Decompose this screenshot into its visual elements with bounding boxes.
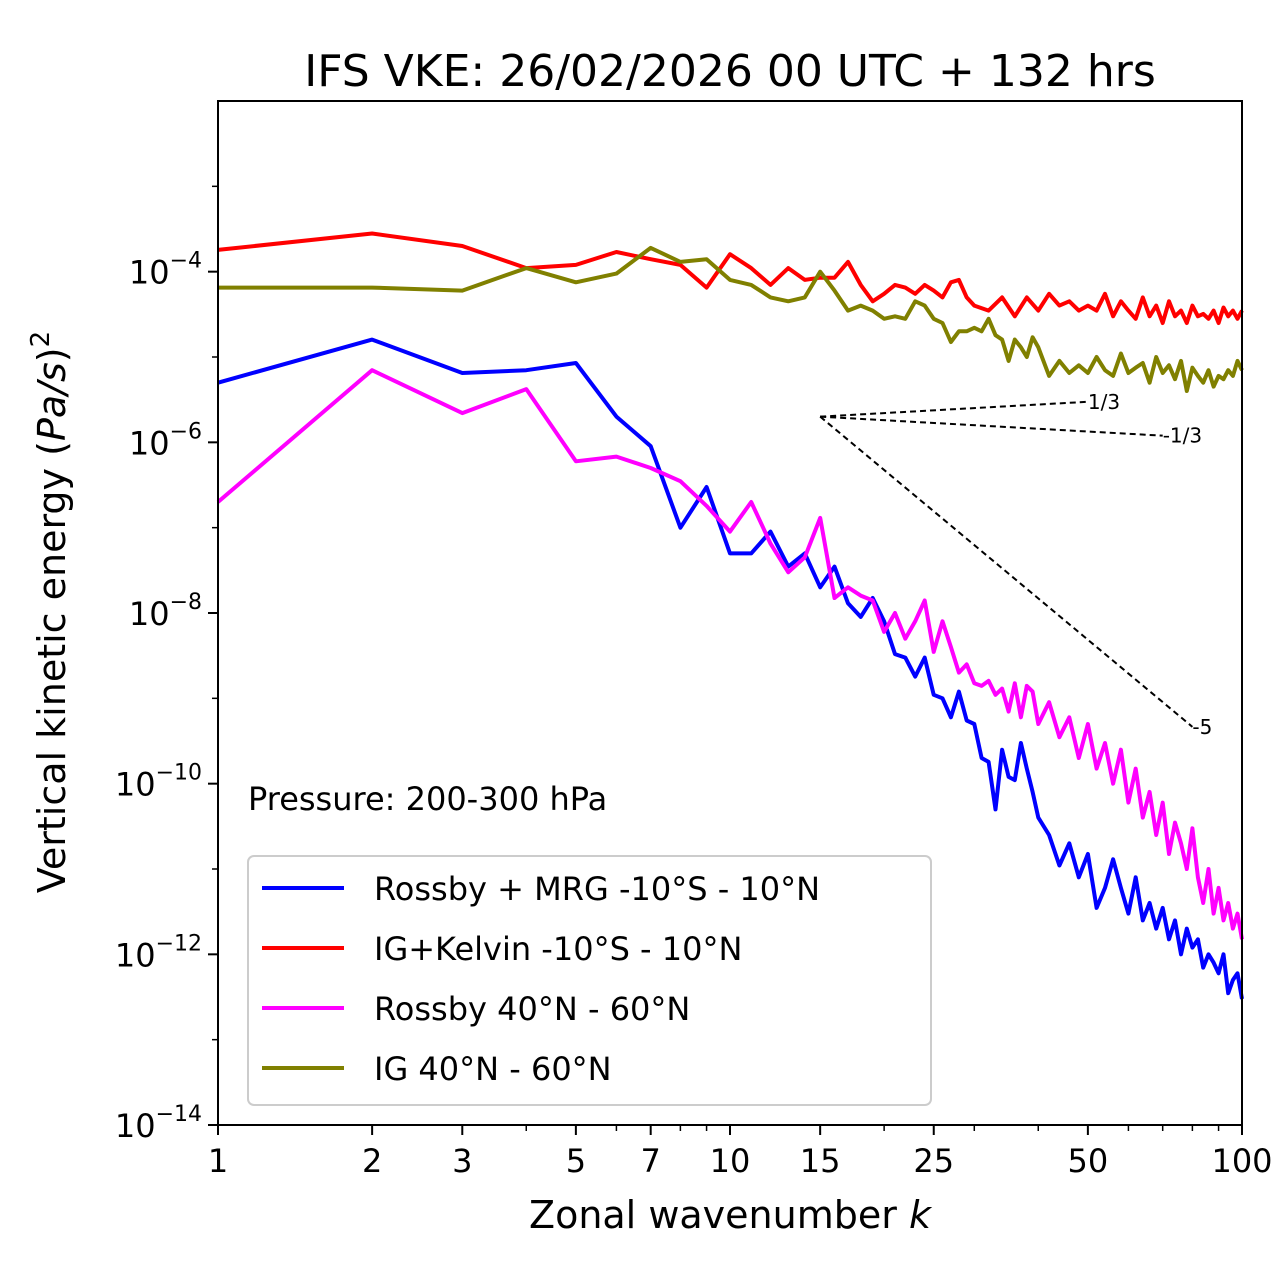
y-tick-label-base: 10: [115, 936, 156, 974]
y-tick-label-base: 10: [115, 1107, 156, 1145]
y-tick-label: 10−12: [115, 931, 202, 974]
plot-lines: [216, 231, 1244, 1000]
series-line-1: [217, 337, 1244, 1000]
x-tick-label: 3: [452, 1142, 472, 1180]
chart-title: IFS VKE: 26/02/2026 00 UTC + 132 hrs: [304, 46, 1156, 97]
y-axis-label-text: Vertical kinetic energy (: [30, 441, 74, 893]
y-tick-label-exp: −4: [170, 249, 202, 274]
y-axis-label-close: ): [30, 347, 74, 362]
y-tick-label: 10−10: [115, 761, 202, 804]
y-tick-label-exp: −6: [170, 419, 202, 444]
series-line-4: [218, 245, 1244, 393]
legend: Rossby + MRG -10°S - 10°N IG+Kelvin -10°S…: [247, 855, 932, 1106]
legend-label-1: Rossby + MRG -10°S - 10°N: [374, 870, 820, 908]
y-tick-label: 10−6: [129, 419, 202, 462]
y-axis-label-unit: Pa/s: [30, 362, 74, 441]
x-tick-label: 2: [362, 1142, 382, 1180]
x-tick-label: 7: [641, 1142, 661, 1180]
legend-items: Rossby + MRG -10°S - 10°N IG+Kelvin -10°S…: [262, 870, 820, 1088]
y-tick-label: 10−8: [129, 590, 202, 633]
legend-label-2: IG+Kelvin -10°S - 10°N: [374, 930, 742, 968]
reference-line-3: [819, 415, 1194, 728]
x-tick-label: 5: [566, 1142, 586, 1180]
x-tick-label: 15: [800, 1142, 841, 1180]
legend-label-3: Rossby 40°N - 60°N: [374, 990, 690, 1028]
x-tick-label: 10: [710, 1142, 751, 1180]
y-tick-label-base: 10: [129, 254, 170, 292]
y-tick-label-exp: −12: [156, 931, 202, 956]
legend-box: [247, 855, 932, 1106]
x-axis-label-text: Zonal wavenumber: [529, 1193, 909, 1237]
y-axis-label-exp: 2: [26, 331, 56, 348]
y-tick-label-exp: −14: [156, 1102, 202, 1127]
pressure-annotation: Pressure: 200-300 hPa: [248, 780, 607, 818]
y-tick-label-base: 10: [129, 424, 170, 462]
series-line-3: [216, 368, 1244, 940]
y-axis-label: Vertical kinetic energy (Pa/s)2: [26, 331, 74, 893]
legend-label-4: IG 40°N - 60°N: [374, 1050, 612, 1088]
x-axis-label: Zonal wavenumber k: [529, 1193, 933, 1237]
reference-line-label-3: -5: [1192, 715, 1212, 739]
reference-line-label-1: 1/3: [1088, 390, 1120, 414]
y-tick-label: 10−4: [129, 249, 202, 292]
y-tick-label: 10−14: [115, 1102, 202, 1145]
reference-line-label-2: -1/3: [1163, 424, 1202, 448]
y-tick-label-base: 10: [129, 595, 170, 633]
x-tick-label: 25: [913, 1142, 954, 1180]
y-tick-label-base: 10: [115, 766, 156, 804]
x-tick-label: 50: [1068, 1142, 1109, 1180]
x-axis-ticks: 1 2 3 5 7 10 15 25 50 100: [208, 1125, 1273, 1180]
y-tick-label-exp: −10: [156, 761, 202, 786]
x-tick-label: 1: [208, 1142, 228, 1180]
reference-line-1: [820, 400, 1088, 418]
x-axis-label-var: k: [909, 1193, 933, 1237]
series-line-2: [217, 231, 1244, 325]
reference-lines: 1/3 -1/3 -5: [819, 390, 1212, 739]
x-tick-label: 100: [1211, 1142, 1272, 1180]
y-tick-label-exp: −8: [170, 590, 202, 615]
reference-line-2: [820, 415, 1163, 437]
